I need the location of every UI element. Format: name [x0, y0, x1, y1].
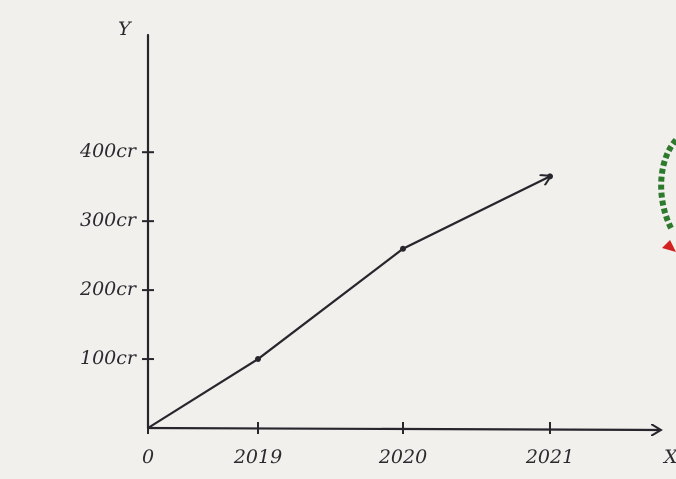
data-point [547, 173, 553, 179]
data-point [400, 246, 406, 252]
x-tick-label: 2021 [525, 446, 574, 468]
x-axis-label: X [662, 446, 676, 468]
logo-fragment [661, 140, 676, 252]
y-tick-label: 300cr [80, 209, 138, 231]
y-tick-label: 200cr [79, 278, 138, 300]
page: {"chart_data": { "type": "line", "x_labe… [0, 0, 676, 475]
data-line [148, 176, 550, 428]
x-tick-label: 0 [142, 446, 154, 468]
y-tick-label: 400cr [79, 140, 138, 162]
y-tick-label: 100cr [80, 347, 138, 369]
x-tick-label: 2020 [378, 446, 427, 468]
data-point [255, 356, 261, 362]
chart: Y X 100cr 200cr 300cr 400cr 0 2019 2020 2021 [0, 0, 676, 475]
x-tick-label: 2019 [233, 446, 282, 468]
y-axis-label: Y [118, 18, 133, 40]
